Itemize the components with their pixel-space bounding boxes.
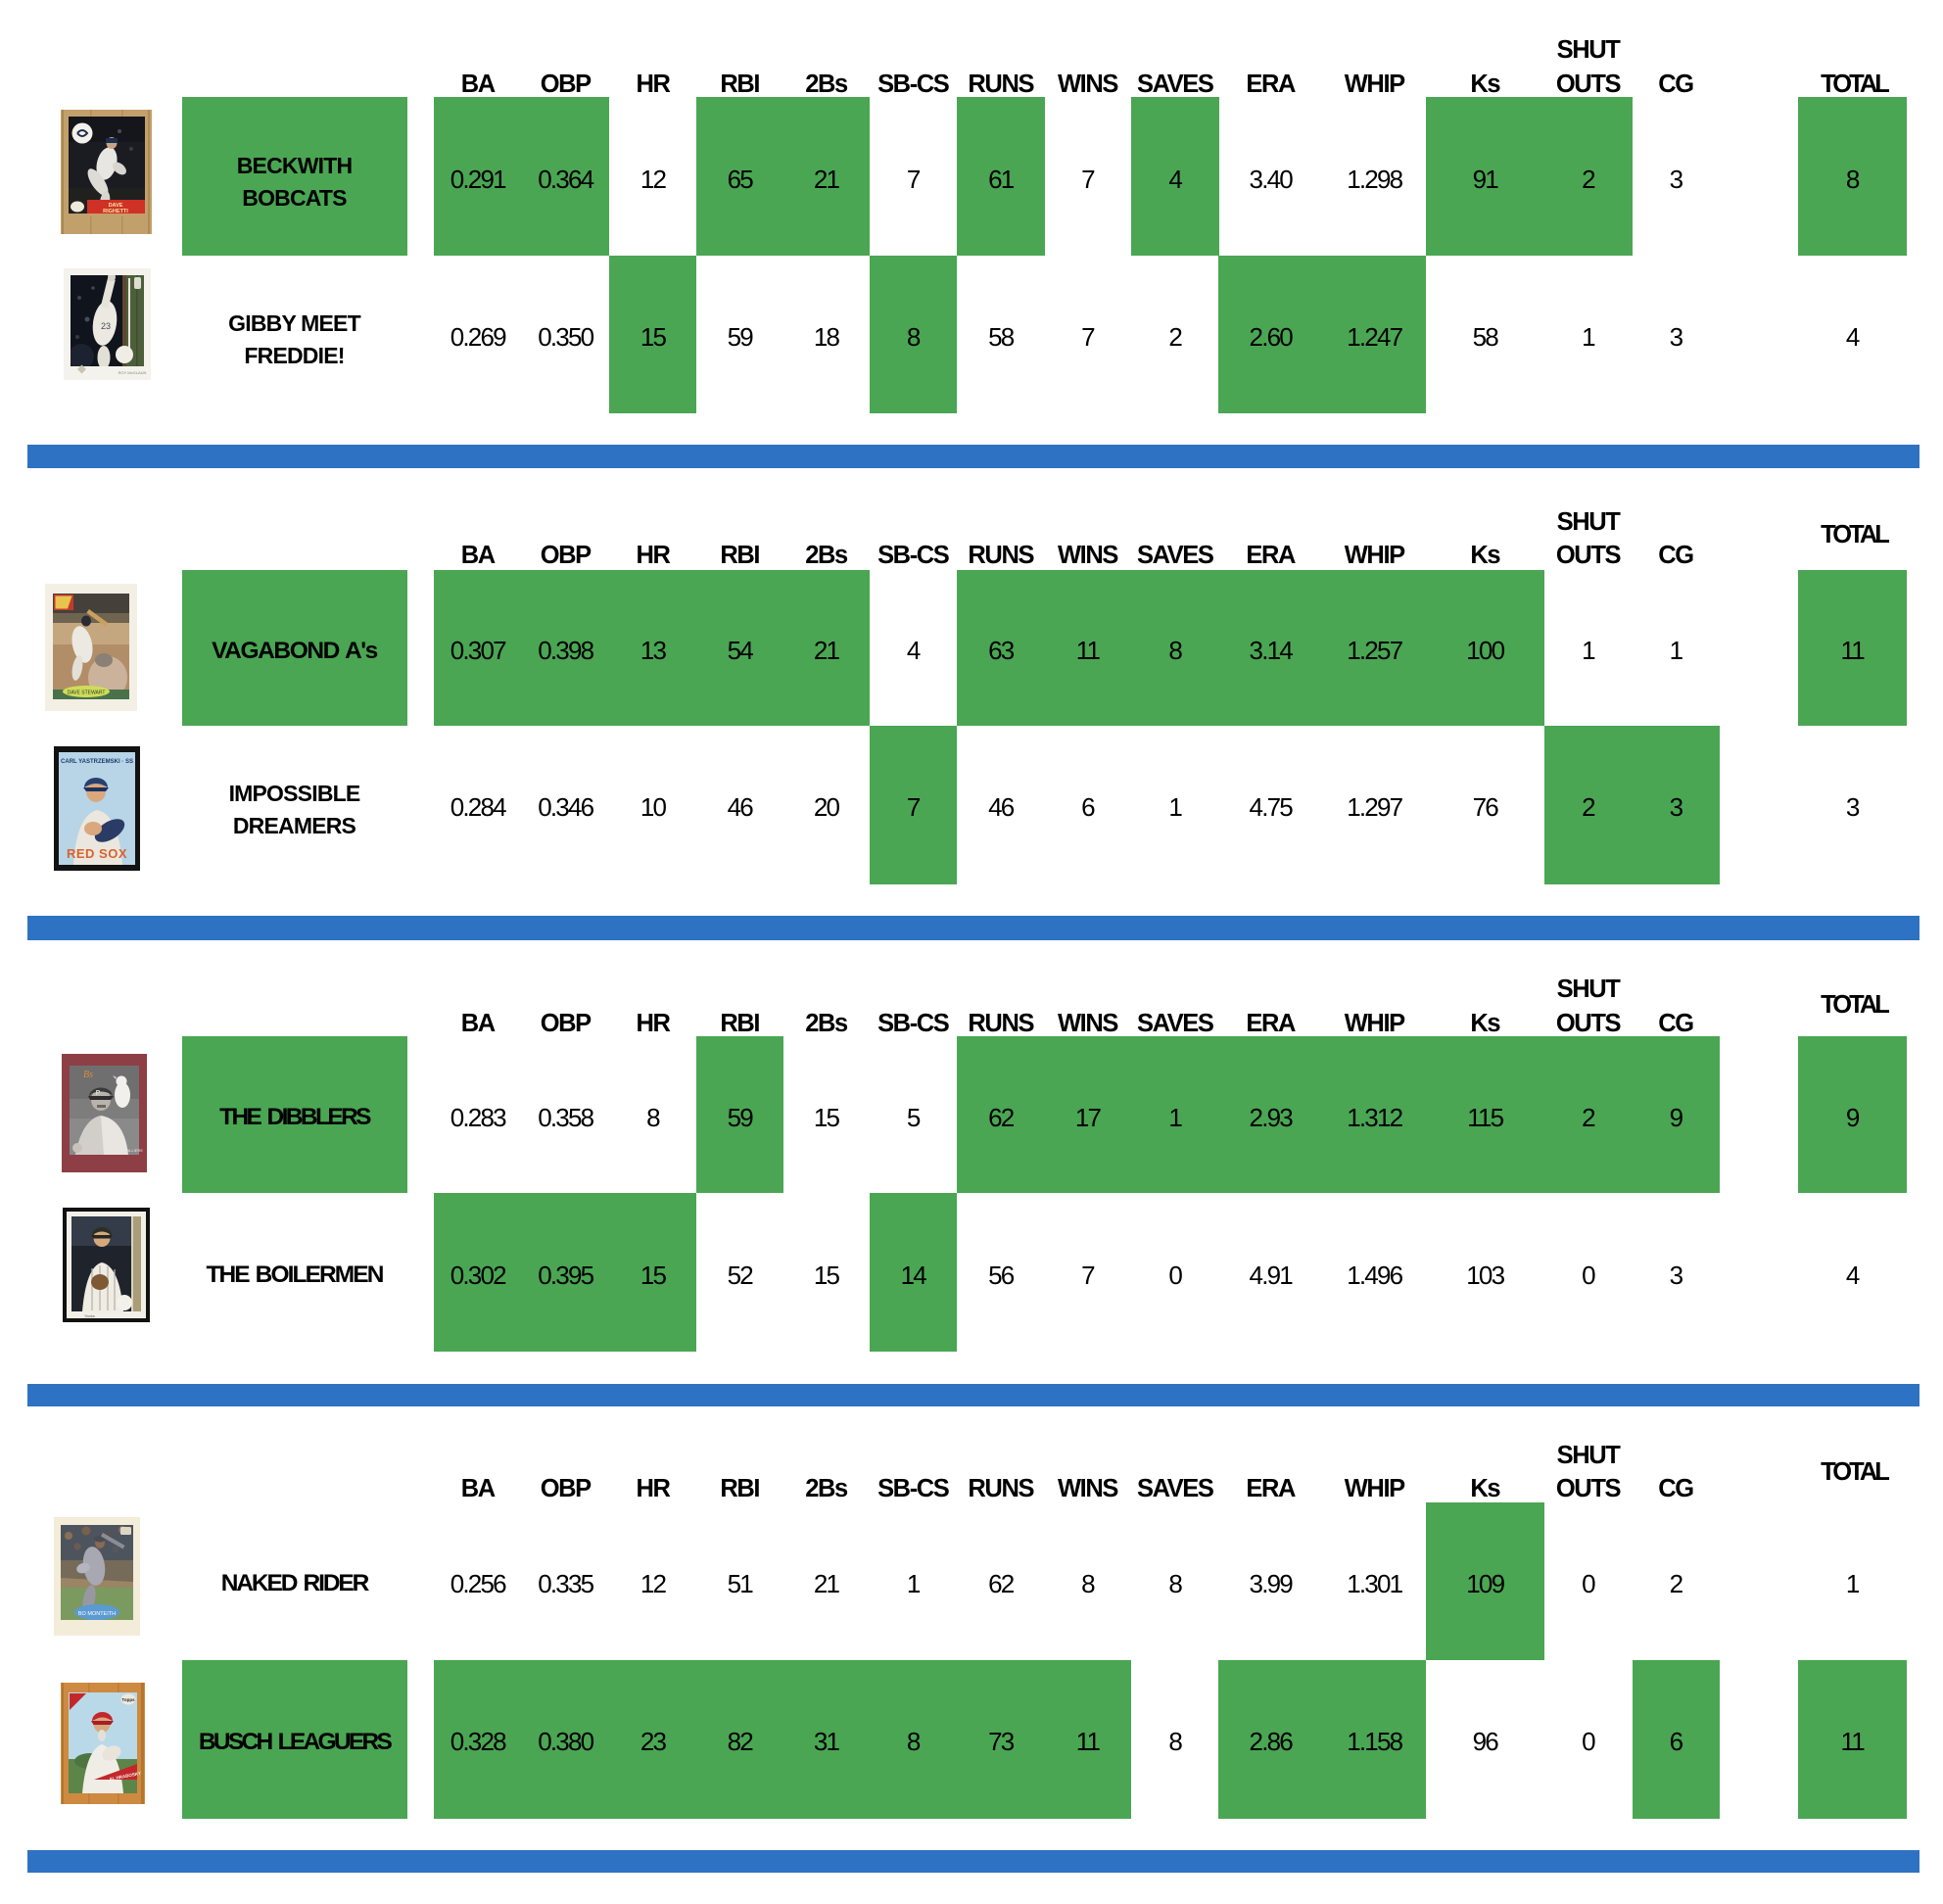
svg-text:Bs: Bs	[83, 1070, 93, 1080]
svg-text:DAVE STEWART: DAVE STEWART	[68, 690, 106, 696]
svg-text:Yanks: Yanks	[84, 1313, 95, 1318]
svg-text:Topps: Topps	[121, 1697, 135, 1702]
svg-text:RED SOX: RED SOX	[67, 846, 127, 861]
svg-text:AL HRABOSKY: AL HRABOSKY	[109, 1771, 141, 1782]
svg-text:DAVE: DAVE	[109, 203, 123, 209]
svg-text:BO MONTEITH: BO MONTEITH	[78, 1611, 116, 1617]
svg-text:CARL YASTRZEMSKI · SS: CARL YASTRZEMSKI · SS	[61, 759, 133, 765]
svg-text:ROY McGLAUN: ROY McGLAUN	[118, 370, 147, 375]
svg-text:MIKE LaVALLIERE: MIKE LaVALLIERE	[110, 1148, 143, 1153]
svg-text:RIGHETTI: RIGHETTI	[103, 209, 128, 214]
svg-text:23: 23	[101, 321, 111, 331]
svg-text:P: P	[96, 1090, 101, 1097]
